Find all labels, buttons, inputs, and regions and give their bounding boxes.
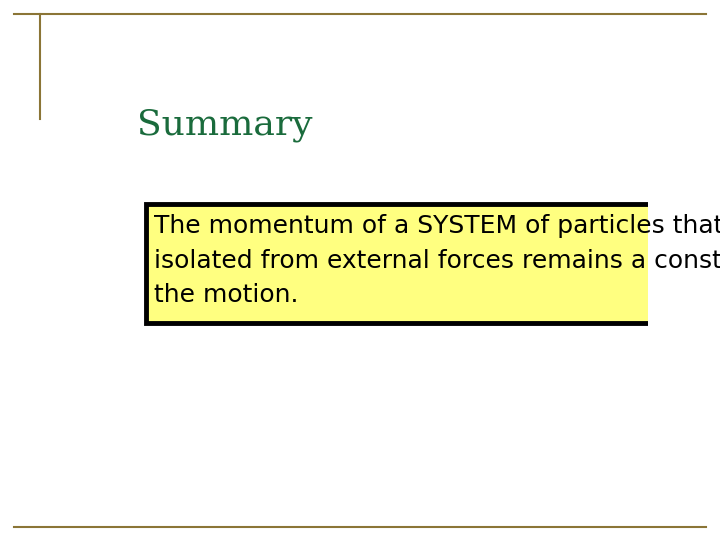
Text: The momentum of a SYSTEM of particles that are
isolated from external forces rem: The momentum of a SYSTEM of particles th… (154, 214, 720, 307)
Text: Summary: Summary (138, 109, 313, 143)
FancyBboxPatch shape (145, 204, 681, 322)
